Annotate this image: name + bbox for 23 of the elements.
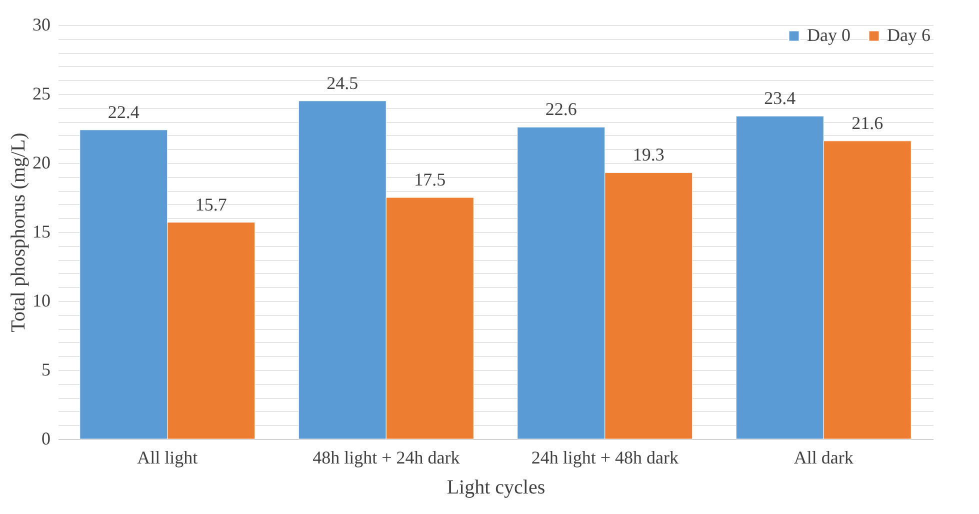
y-axis-title: Total phosphorus (mg/L) <box>8 132 30 332</box>
y-tick-label: 25 <box>32 84 50 104</box>
data-label: 21.6 <box>852 112 884 133</box>
y-tick-label: 20 <box>32 152 50 172</box>
x-tick-label: All light <box>137 448 198 468</box>
x-tick-label: 48h light + 24h dark <box>312 448 460 468</box>
data-label: 23.4 <box>764 88 796 108</box>
legend-label: Day 0 <box>807 25 850 45</box>
legend-label: Day 6 <box>887 25 930 45</box>
x-tick-label: All dark <box>794 448 854 468</box>
x-axis-title: Light cycles <box>446 476 546 498</box>
y-tick-label: 5 <box>42 360 50 380</box>
data-label: 22.4 <box>108 102 140 122</box>
data-label: 15.7 <box>195 194 227 214</box>
y-tick-label: 10 <box>32 290 50 310</box>
x-tick-label: 24h light + 48h dark <box>531 448 678 468</box>
y-tick-label: 30 <box>32 14 50 34</box>
data-label: 22.6 <box>545 99 577 120</box>
data-label: 19.3 <box>632 144 664 165</box>
y-tick-label: 15 <box>32 222 50 242</box>
y-tick-label: 0 <box>42 428 50 448</box>
data-label: 17.5 <box>414 170 446 190</box>
data-label: 24.5 <box>326 72 358 93</box>
